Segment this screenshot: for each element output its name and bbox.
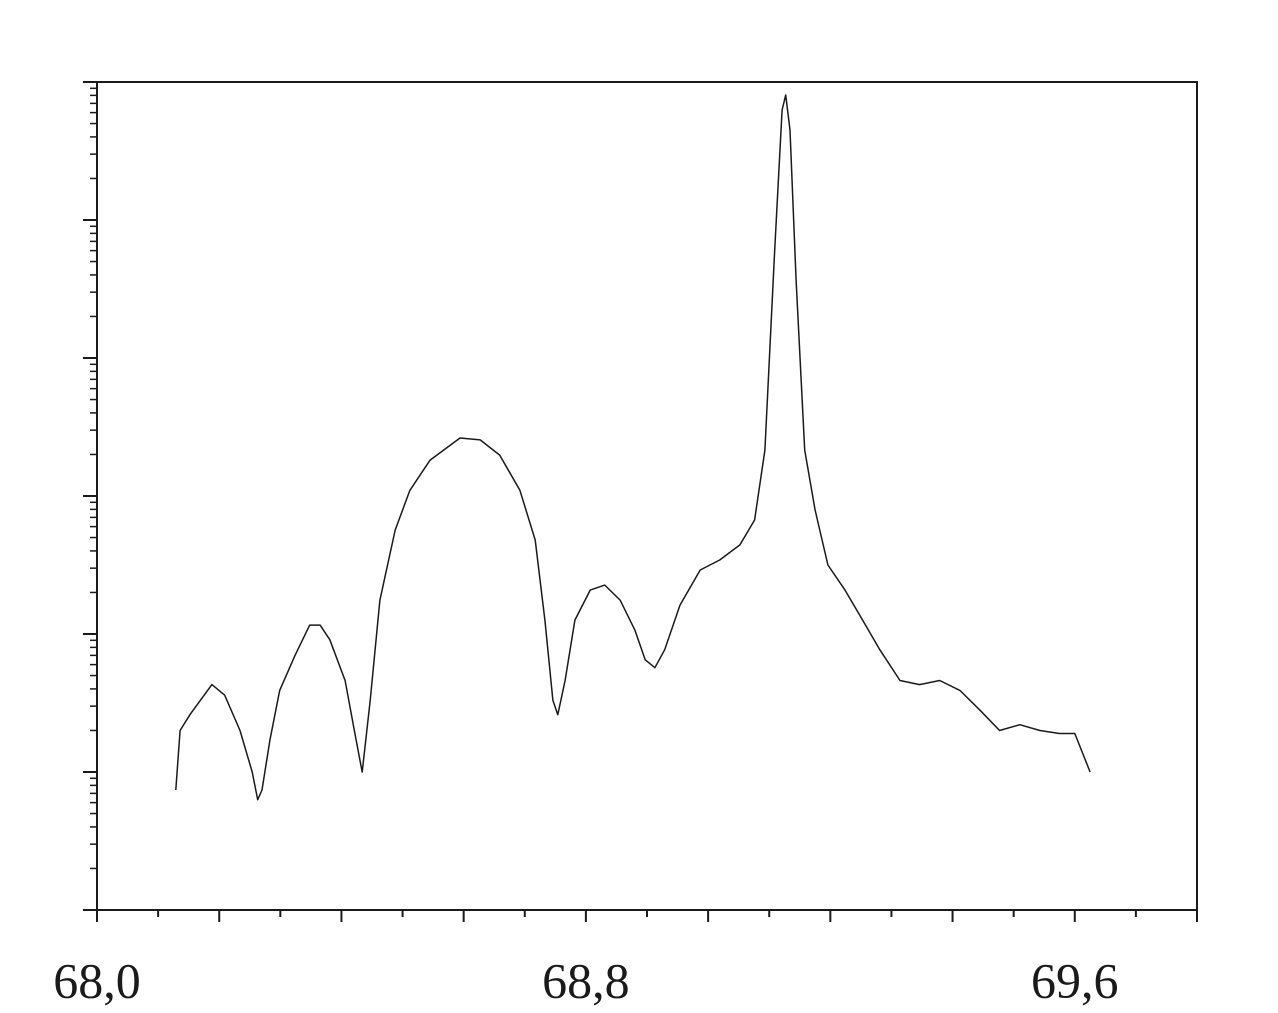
x-tick-label: 68,8 [542, 952, 630, 1008]
data-line [175, 94, 1091, 801]
x-tick-label: 68,0 [53, 952, 141, 1008]
x-tick-label: 69,6 [1031, 952, 1119, 1008]
